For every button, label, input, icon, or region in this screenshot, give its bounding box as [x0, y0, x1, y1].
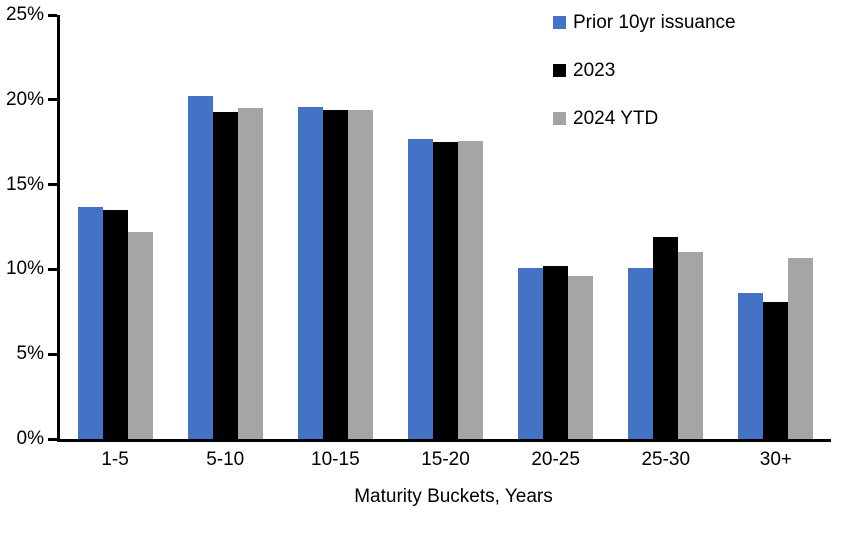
bar-prior-10yr-issuance-20-25: [518, 267, 544, 439]
bar-prior-10yr-issuance-15-20: [407, 138, 433, 439]
bar-2024-ytd-5-10: [237, 108, 263, 439]
bar-2023-10-15: [322, 109, 348, 439]
bar-groups: [60, 15, 831, 439]
legend-item-2024-ytd: 2024 YTD: [553, 108, 736, 129]
y-tick-mark: [48, 267, 57, 271]
legend-label: Prior 10yr issuance: [573, 11, 736, 33]
legend-item-2023: 2023: [553, 60, 736, 81]
y-tick-label: 20%: [5, 88, 44, 110]
y-axis-labels: 0% 5% 10% 15% 20% 25%: [0, 4, 44, 449]
bar-prior-10yr-issuance-10-15: [297, 106, 323, 439]
bar-2024-ytd-25-30: [678, 252, 704, 439]
bar-2024-ytd-30: [788, 257, 814, 439]
bar-group-10-15: [280, 15, 390, 439]
bar-2024-ytd-10-15: [347, 109, 373, 439]
x-tick-label-10-15: 10-15: [311, 449, 360, 470]
bar-2023-15-20: [432, 142, 458, 439]
y-tick-mark: [48, 98, 57, 102]
y-tick-label: 0%: [16, 428, 44, 449]
bar-prior-10yr-issuance-25-30: [628, 267, 654, 439]
bar-prior-10yr-issuance-30: [738, 293, 764, 439]
bar-2023-30: [763, 301, 789, 439]
legend-item-prior-10yr-issuance: Prior 10yr issuance: [553, 12, 736, 33]
bar-prior-10yr-issuance-5-10: [187, 96, 213, 439]
plot-area: [48, 13, 831, 442]
bar-group-15-20: [390, 15, 500, 439]
bar-group-1-5: [60, 15, 170, 439]
y-tick-label: 25%: [5, 4, 44, 25]
bar-group-30: [721, 15, 831, 439]
x-tick-label-20-25: 20-25: [531, 449, 580, 470]
x-tick-label-15-20: 15-20: [421, 449, 470, 470]
x-tick-label-5-10: 5-10: [206, 449, 245, 470]
y-tick-mark: [48, 437, 57, 441]
y-tick-label: 5%: [16, 343, 44, 365]
y-tick-mark: [48, 13, 57, 17]
bar-prior-10yr-issuance-1-5: [77, 206, 103, 439]
bar-2023-25-30: [653, 237, 679, 439]
legend: Prior 10yr issuance 2023 2024 YTD: [553, 12, 736, 156]
legend-swatch-icon: [553, 64, 566, 77]
legend-swatch-icon: [553, 16, 566, 29]
bar-2023-5-10: [212, 111, 238, 439]
bar-2023-20-25: [543, 266, 569, 439]
y-tick-label: 15%: [5, 173, 44, 195]
bar-2024-ytd-15-20: [457, 140, 483, 439]
bar-2024-ytd-1-5: [127, 232, 153, 439]
bar-2023-1-5: [102, 210, 128, 439]
legend-label: 2024 YTD: [573, 107, 659, 129]
y-tick-label: 10%: [5, 258, 44, 280]
bar-2024-ytd-20-25: [568, 276, 594, 439]
x-tick-label-25-30: 25-30: [641, 449, 691, 470]
bar-group-25-30: [611, 15, 721, 439]
bar-group-20-25: [501, 15, 611, 439]
y-tick-mark: [48, 352, 57, 356]
x-axis-title: Maturity Buckets, Years: [354, 486, 553, 507]
bar-group-5-10: [170, 15, 280, 439]
x-tick-label-1-5: 1-5: [101, 449, 129, 470]
legend-label: 2023: [573, 59, 616, 81]
x-axis-labels: 1-5 5-10 10-15 15-20 20-25 25-30 30+: [60, 449, 831, 471]
y-tick-mark: [48, 183, 57, 187]
legend-swatch-icon: [553, 112, 566, 125]
x-tick-label-30: 30+: [759, 449, 793, 470]
